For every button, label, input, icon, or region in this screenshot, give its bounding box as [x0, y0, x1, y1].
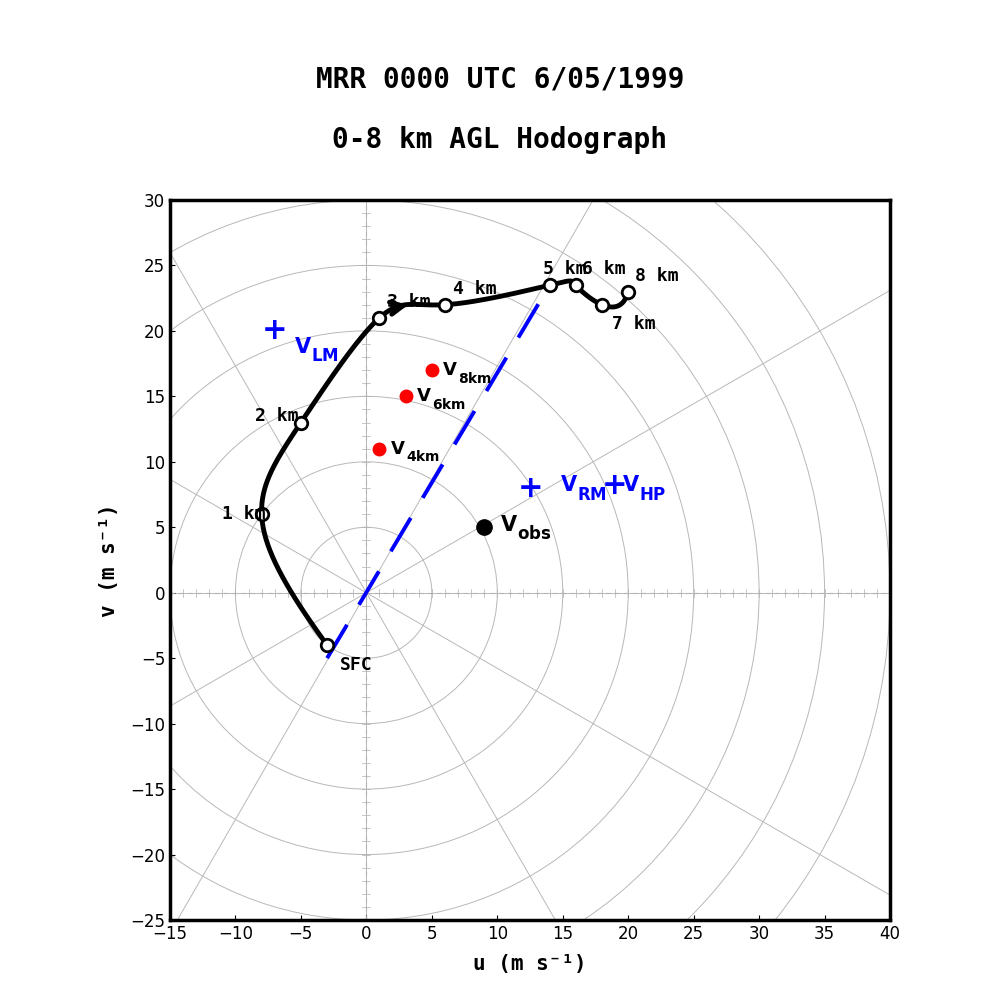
- Text: $\mathbf{RM}$: $\mathbf{RM}$: [577, 486, 607, 504]
- Text: MRR 0000 UTC 6/05/1999: MRR 0000 UTC 6/05/1999: [316, 66, 684, 94]
- Text: SFC: SFC: [340, 656, 373, 674]
- Text: 3 km: 3 km: [387, 293, 431, 311]
- Text: $\mathbf{V}$: $\mathbf{V}$: [416, 387, 432, 405]
- Text: $\mathbf{obs}$: $\mathbf{obs}$: [517, 525, 551, 543]
- Y-axis label: v (m s⁻¹): v (m s⁻¹): [99, 503, 119, 617]
- Text: $\mathbf{HP}$: $\mathbf{HP}$: [639, 486, 666, 504]
- Text: $\mathbf{V}$: $\mathbf{V}$: [442, 361, 458, 379]
- Text: $\mathbf{V}$: $\mathbf{V}$: [294, 337, 312, 357]
- Text: +: +: [602, 471, 628, 500]
- Text: $\mathbf{V}$: $\mathbf{V}$: [390, 440, 406, 458]
- Text: $\mathbf{8km}$: $\mathbf{8km}$: [458, 371, 492, 386]
- Text: $\mathbf{V}$: $\mathbf{V}$: [500, 515, 518, 535]
- Text: 5 km: 5 km: [543, 260, 587, 278]
- Text: +: +: [518, 474, 555, 503]
- X-axis label: u (m s⁻¹): u (m s⁻¹): [473, 954, 587, 974]
- Text: 8 km: 8 km: [635, 267, 678, 285]
- Text: $\mathbf{6km}$: $\mathbf{6km}$: [432, 397, 466, 412]
- Text: $\mathbf{4km}$: $\mathbf{4km}$: [406, 449, 440, 464]
- Text: 7 km: 7 km: [612, 315, 656, 333]
- Text: 4 km: 4 km: [453, 280, 496, 298]
- Text: 1 km: 1 km: [222, 505, 266, 523]
- Text: 6 km: 6 km: [582, 260, 626, 278]
- Text: 0-8 km AGL Hodograph: 0-8 km AGL Hodograph: [332, 126, 668, 154]
- Text: +: +: [262, 316, 288, 345]
- Text: 2 km: 2 km: [255, 407, 299, 425]
- Text: $\mathbf{LM}$: $\mathbf{LM}$: [311, 347, 339, 365]
- Text: $\mathbf{V}$: $\mathbf{V}$: [560, 475, 578, 495]
- Text: $\mathbf{V}$: $\mathbf{V}$: [622, 475, 640, 495]
